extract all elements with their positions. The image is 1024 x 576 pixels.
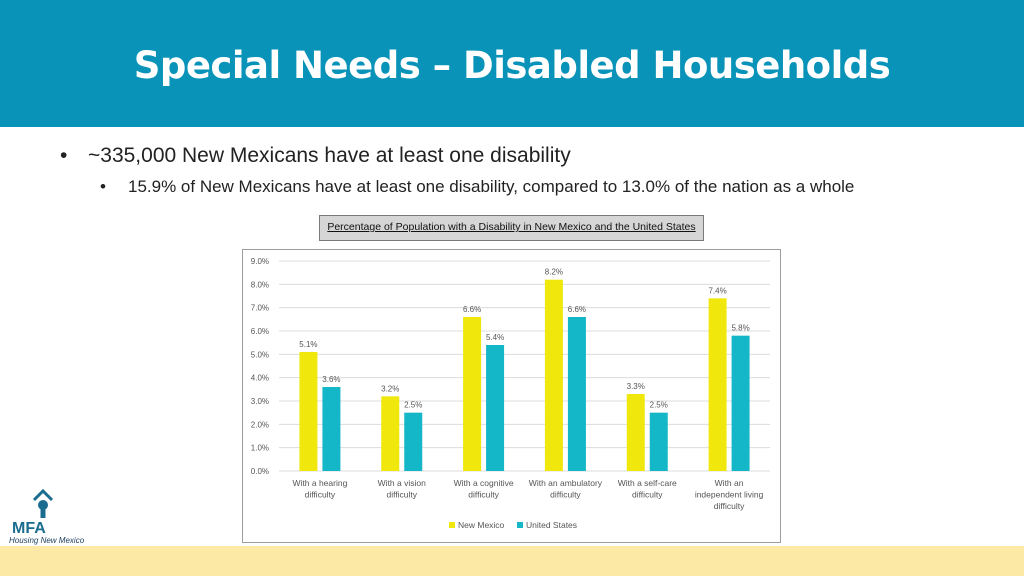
x-tick-label: With an ambulatory [529, 478, 603, 488]
x-tick-label: With an [715, 478, 744, 488]
data-label: 3.6% [322, 375, 340, 384]
data-label: 7.4% [708, 286, 726, 295]
y-tick-label: 2.0% [251, 420, 269, 429]
y-tick-label: 7.0% [251, 304, 269, 313]
y-tick-label: 9.0% [251, 257, 269, 266]
bar-united-states [486, 345, 505, 471]
footer-band [0, 546, 1024, 576]
bar-new-mexico [544, 279, 563, 471]
data-label: 6.6% [463, 305, 481, 314]
x-tick-label: With a hearing [293, 478, 348, 488]
bar-new-mexico [708, 298, 727, 471]
legend-label: New Mexico [458, 520, 505, 530]
x-tick-label: independent living [695, 490, 764, 500]
data-label: 5.4% [486, 333, 504, 342]
x-tick-label: difficulty [550, 490, 581, 500]
mfa-logo [8, 486, 80, 548]
x-tick-label: difficulty [468, 490, 499, 500]
y-tick-label: 5.0% [251, 350, 269, 359]
legend-swatch [517, 522, 523, 528]
x-tick-label: difficulty [714, 501, 745, 511]
data-label: 5.1% [299, 340, 317, 349]
legend-swatch [449, 522, 455, 528]
y-tick-label: 1.0% [251, 444, 269, 453]
y-tick-label: 6.0% [251, 327, 269, 336]
logo-name: MFA [12, 520, 46, 537]
bullet-level2-text: 15.9% of New Mexicans have at least one … [128, 177, 855, 196]
bar-chart: 0.0% 1.0% 2.0% 3.0% 4.0% 5.0% 6.0% 7.0% 8.0% 9.0%… [242, 249, 781, 543]
bar-new-mexico [463, 317, 482, 471]
x-tick-label: difficulty [632, 490, 663, 500]
house-keyhole-icon [32, 488, 54, 518]
bar-united-states [649, 412, 668, 471]
bar-united-states [567, 317, 586, 471]
data-label: 3.2% [381, 384, 399, 393]
data-label: 5.8% [731, 324, 749, 333]
data-label: 3.3% [627, 382, 645, 391]
bar-new-mexico [381, 396, 400, 471]
bar-united-states [404, 412, 423, 471]
logo-tagline: Housing New Mexico [9, 536, 85, 545]
data-label: 6.6% [568, 305, 586, 314]
title-banner: Special Needs – Disabled Households [0, 0, 1024, 127]
slide-title: Special Needs – Disabled Households [133, 44, 891, 87]
x-tick-label: With a self-care [618, 478, 677, 488]
x-tick-label: With a cognitive [454, 478, 514, 488]
legend-label: United States [526, 520, 577, 530]
x-tick-label: With a vision [378, 478, 426, 488]
bullet-marker: • [60, 144, 68, 167]
y-tick-label: 8.0% [251, 280, 269, 289]
bar-new-mexico [299, 352, 318, 471]
chart-title: Percentage of Population with a Disabili… [327, 221, 696, 233]
y-tick-label: 4.0% [251, 374, 269, 383]
chart-canvas: 0.0% 1.0% 2.0% 3.0% 4.0% 5.0% 6.0% 7.0% 8.0% 9.0%… [251, 257, 770, 530]
data-label: 2.5% [650, 401, 668, 410]
bullet-marker: • [100, 177, 106, 196]
x-tick-label: difficulty [386, 490, 417, 500]
data-label: 2.5% [404, 401, 422, 410]
x-tick-label: difficulty [305, 490, 336, 500]
bullet-level1-text: ~335,000 New Mexicans have at least one … [88, 144, 571, 167]
bar-united-states [322, 387, 341, 471]
bar-united-states [731, 335, 750, 471]
data-label: 8.2% [545, 268, 563, 277]
y-tick-label: 3.0% [251, 397, 269, 406]
y-tick-label: 0.0% [251, 467, 269, 476]
chart-title-box: Percentage of Population with a Disabili… [319, 215, 704, 241]
bar-new-mexico [626, 394, 645, 471]
